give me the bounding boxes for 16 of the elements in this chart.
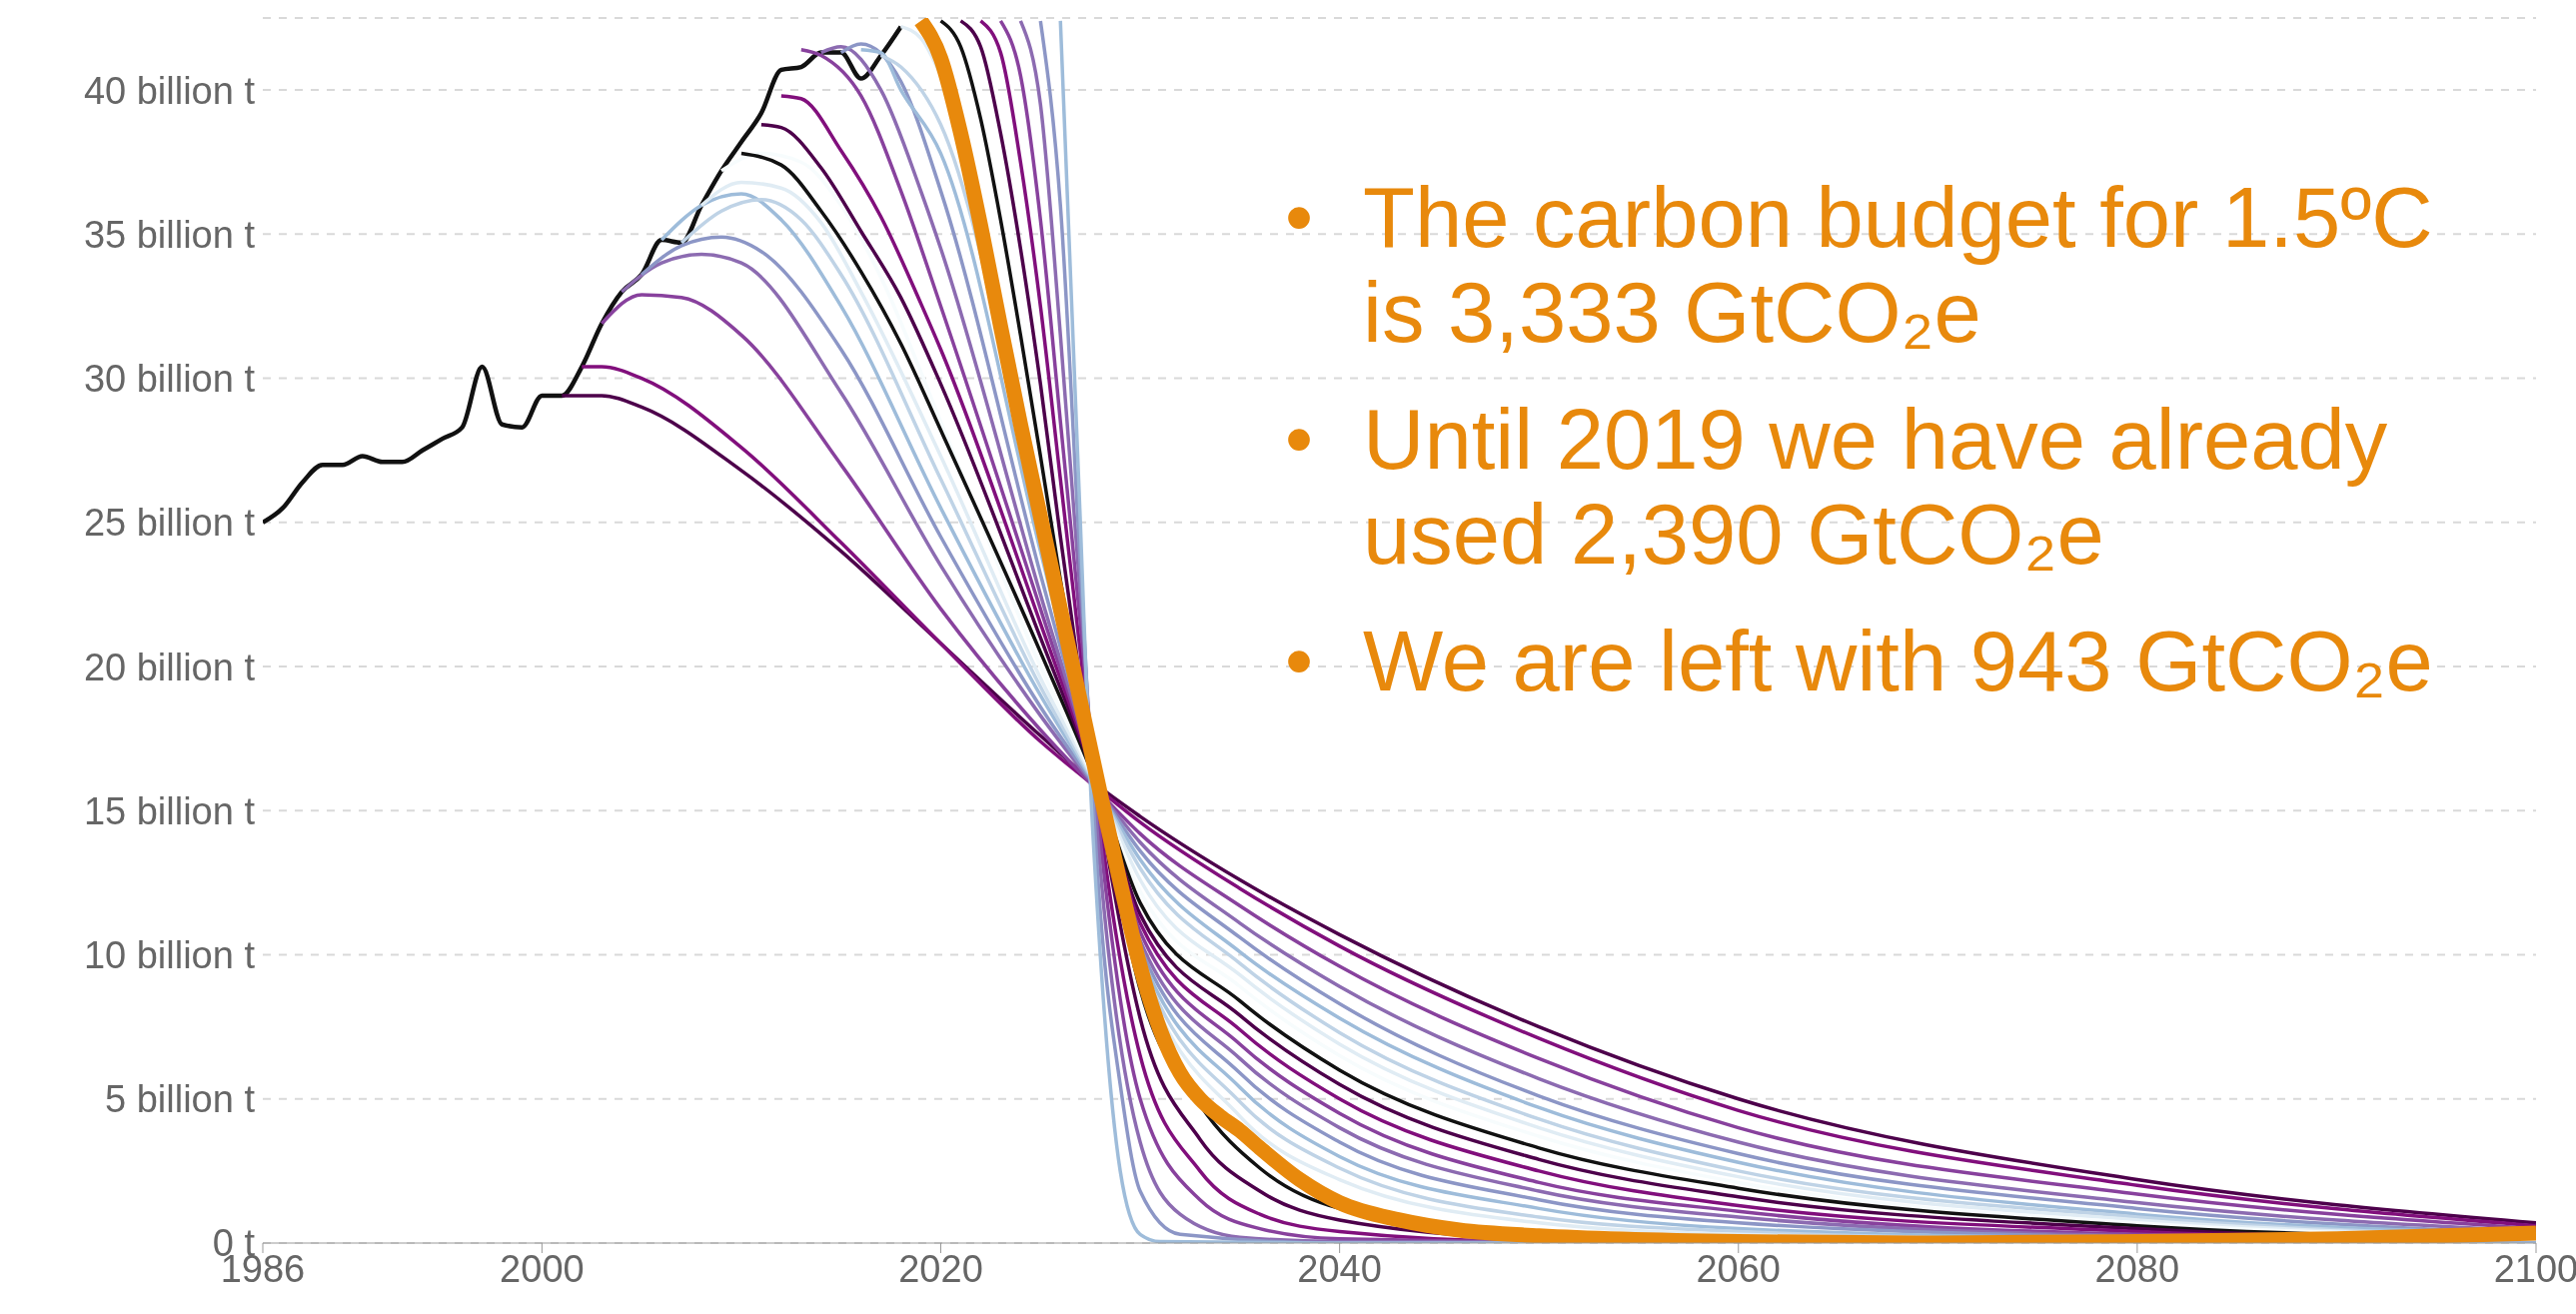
annotation: • The carbon budget for 1.5ºC is 3,333 GtCO₂e [1284, 170, 2434, 360]
y-tick-label: 5 billion t [105, 1078, 256, 1121]
y-tick-label: 10 billion t [83, 934, 256, 977]
x-tick-label: 2000 [500, 1247, 585, 1290]
y-tick-label: 25 billion t [83, 502, 256, 545]
x-tick-label: 2040 [1297, 1247, 1382, 1290]
y-tick-label: 35 billion t [83, 213, 256, 256]
y-tick-label: 30 billion t [83, 358, 256, 401]
x-tick-label: 2080 [2094, 1247, 2180, 1290]
x-tick-label: 2020 [898, 1247, 983, 1290]
x-tick-label: 2060 [1696, 1247, 1782, 1290]
annotation: • We are left with 943 GtCO₂e [1284, 614, 2434, 708]
y-tick-label: 40 billion t [83, 69, 256, 112]
annotation: • Until 2019 we have already used 2,390 GtCO₂e [1284, 392, 2389, 582]
y-tick-label: 20 billion t [83, 646, 256, 688]
y-tick-label: 15 billion t [83, 789, 256, 832]
